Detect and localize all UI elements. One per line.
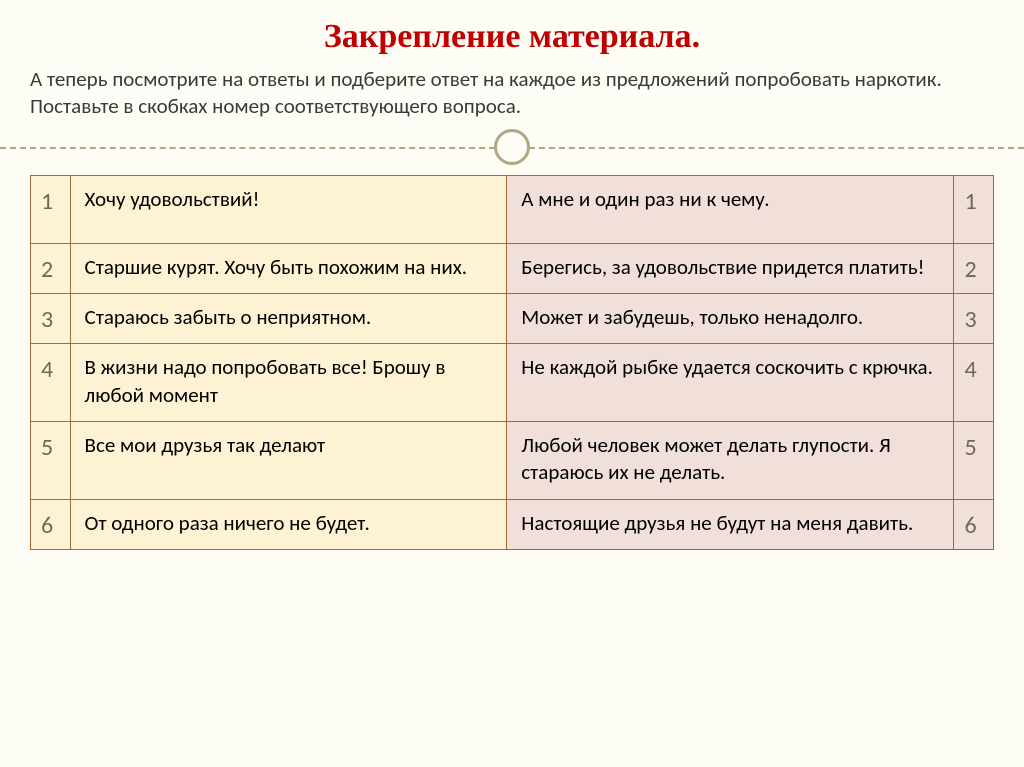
row-number-right: 2 (954, 243, 994, 293)
response-cell: Не каждой рыбке удается соскочить с крюч… (507, 344, 954, 422)
response-cell: Может и забудешь, только ненадолго. (507, 294, 954, 344)
page-title: Закрепление материала. (30, 18, 994, 56)
statement-cell: В жизни надо попробовать все! Брошу в лю… (70, 344, 507, 422)
row-number-left: 4 (31, 344, 71, 422)
statement-cell: Старшие курят. Хочу быть похожим на них. (70, 243, 507, 293)
statement-cell: Хочу удовольствий! (70, 175, 507, 243)
row-number-right: 4 (954, 344, 994, 422)
row-number-right: 6 (954, 499, 994, 549)
response-cell: Берегись, за удовольствие придется плати… (507, 243, 954, 293)
table-row: 4 В жизни надо попробовать все! Брошу в … (31, 344, 994, 422)
row-number-left: 6 (31, 499, 71, 549)
table-row: 6 От одного раза ничего не будет. Настоя… (31, 499, 994, 549)
table-row: 3 Стараюсь забыть о неприятном. Может и … (31, 294, 994, 344)
table-row: 1 Хочу удовольствий! А мне и один раз ни… (31, 175, 994, 243)
table-row: 5 Все мои друзья так делают Любой челове… (31, 421, 994, 499)
row-number-right: 5 (954, 421, 994, 499)
response-cell: А мне и один раз ни к чему. (507, 175, 954, 243)
row-number-left: 5 (31, 421, 71, 499)
matching-table: 1 Хочу удовольствий! А мне и один раз ни… (30, 175, 994, 550)
row-number-left: 2 (31, 243, 71, 293)
table-row: 2 Старшие курят. Хочу быть похожим на ни… (31, 243, 994, 293)
row-number-left: 1 (31, 175, 71, 243)
row-number-left: 3 (31, 294, 71, 344)
response-cell: Любой человек может делать глупости. Я с… (507, 421, 954, 499)
row-number-right: 3 (954, 294, 994, 344)
row-number-right: 1 (954, 175, 994, 243)
divider (30, 129, 994, 169)
response-cell: Настоящие друзья не будут на меня давить… (507, 499, 954, 549)
divider-circle (494, 129, 530, 165)
statement-cell: Все мои друзья так делают (70, 421, 507, 499)
statement-cell: От одного раза ничего не будет. (70, 499, 507, 549)
instructions: А теперь посмотрите на ответы и подберит… (30, 66, 994, 121)
statement-cell: Стараюсь забыть о неприятном. (70, 294, 507, 344)
